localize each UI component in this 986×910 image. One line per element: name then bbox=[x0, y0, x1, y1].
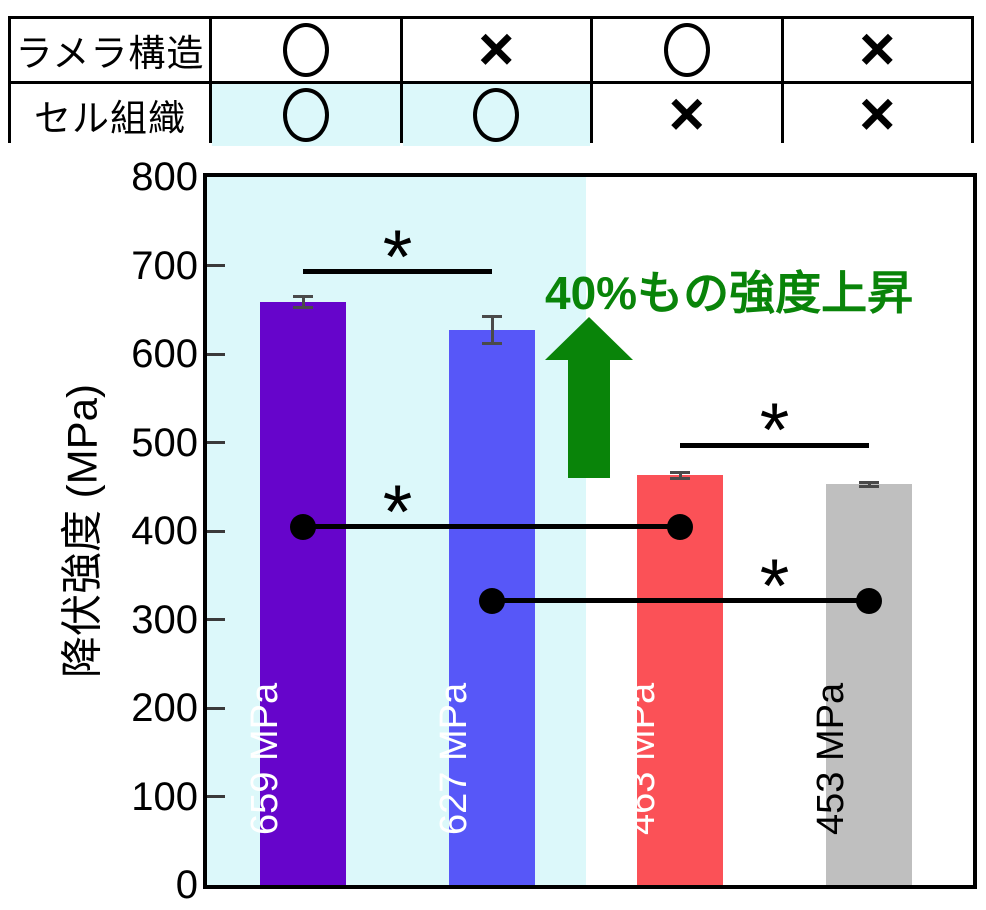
error-bar bbox=[670, 470, 690, 480]
error-bar-cap-bottom bbox=[670, 476, 690, 480]
strength-increase-callout: 40%もの強度上昇 bbox=[545, 267, 914, 319]
bar-value-label: 463 MPa bbox=[621, 682, 663, 835]
condition-row-label: ラメラ構造 bbox=[11, 19, 209, 81]
y-tick-label: 200 bbox=[131, 686, 198, 730]
y-tick-mark bbox=[207, 264, 225, 267]
y-tick-mark bbox=[207, 706, 225, 710]
error-bar bbox=[293, 294, 313, 309]
condition-cell: × bbox=[593, 84, 781, 146]
bar: 463 MPa bbox=[621, 475, 723, 885]
x-mark: × bbox=[859, 15, 896, 84]
y-tick-label: 500 bbox=[131, 420, 198, 465]
bar-value-label: 453 MPa bbox=[810, 682, 852, 835]
significance-star: * bbox=[382, 469, 413, 555]
error-bar-line bbox=[678, 470, 682, 480]
condition-cell: × bbox=[783, 80, 971, 149]
y-tick-mark bbox=[207, 618, 225, 621]
circle-mark bbox=[282, 88, 329, 142]
y-tick-label: 0 bbox=[175, 863, 198, 907]
y-tick-label: 400 bbox=[131, 509, 198, 553]
error-bar-cap-top bbox=[670, 470, 690, 474]
connector-dot bbox=[667, 513, 693, 540]
connector-dot bbox=[856, 587, 882, 614]
x-mark: × bbox=[859, 80, 896, 149]
condition-table: ラメラ構造 × × セル組織 × × bbox=[8, 15, 974, 149]
y-tick-label: 100 bbox=[131, 774, 198, 819]
x-mark: × bbox=[478, 15, 515, 84]
dot-connector-line bbox=[492, 598, 869, 604]
y-tick-mark bbox=[207, 441, 225, 444]
x-mark: × bbox=[668, 80, 705, 149]
connector-dot bbox=[479, 587, 505, 614]
significance-star: * bbox=[759, 388, 790, 474]
bar-value-label: 659 MPa bbox=[244, 682, 286, 835]
y-tick-label: 700 bbox=[131, 243, 198, 288]
circle-mark bbox=[663, 23, 710, 77]
y-tick-mark bbox=[207, 352, 225, 356]
condition-cell bbox=[593, 19, 781, 81]
y-tick-label: 600 bbox=[131, 332, 198, 376]
condition-cell bbox=[402, 84, 590, 146]
y-tick-mark bbox=[207, 529, 225, 533]
y-tick-label: 300 bbox=[131, 597, 198, 642]
condition-cell bbox=[212, 19, 400, 81]
error-bar bbox=[859, 480, 879, 488]
error-bar-cap-top bbox=[293, 294, 313, 298]
y-tick-mark bbox=[207, 795, 225, 798]
circle-mark bbox=[473, 88, 520, 142]
condition-cell: × bbox=[783, 15, 971, 84]
significance-star: * bbox=[382, 214, 413, 300]
error-bar-cap-bottom bbox=[482, 342, 502, 346]
up-arrow-head-icon bbox=[545, 317, 633, 360]
dot-connector-line bbox=[303, 524, 680, 530]
condition-row-label: セル組織 bbox=[11, 84, 209, 146]
circle-mark bbox=[282, 23, 329, 77]
significance-line bbox=[680, 442, 869, 448]
error-bar-line bbox=[490, 315, 494, 346]
y-tick-label: 800 bbox=[131, 155, 198, 199]
error-bar bbox=[482, 315, 502, 346]
bar: 659 MPa bbox=[244, 301, 346, 885]
error-bar-cap-top bbox=[482, 315, 502, 319]
condition-cell bbox=[212, 84, 400, 146]
bar-value-label: 627 MPa bbox=[433, 682, 475, 835]
bar: 453 MPa bbox=[810, 484, 912, 885]
condition-cell: × bbox=[402, 15, 590, 84]
significance-star: * bbox=[759, 543, 790, 629]
error-bar-cap-bottom bbox=[293, 305, 313, 309]
error-bar-cap-bottom bbox=[859, 484, 879, 488]
significance-line bbox=[303, 269, 492, 275]
connector-dot bbox=[290, 513, 316, 540]
error-bar-line bbox=[301, 294, 305, 309]
error-bar-cap-top bbox=[859, 480, 879, 484]
plot-area: 659 MPa 627 MPa 463 MPa 453 MPa * * * * bbox=[203, 173, 977, 889]
up-arrow-shaft-icon bbox=[568, 359, 610, 478]
error-bar-line bbox=[867, 480, 871, 488]
